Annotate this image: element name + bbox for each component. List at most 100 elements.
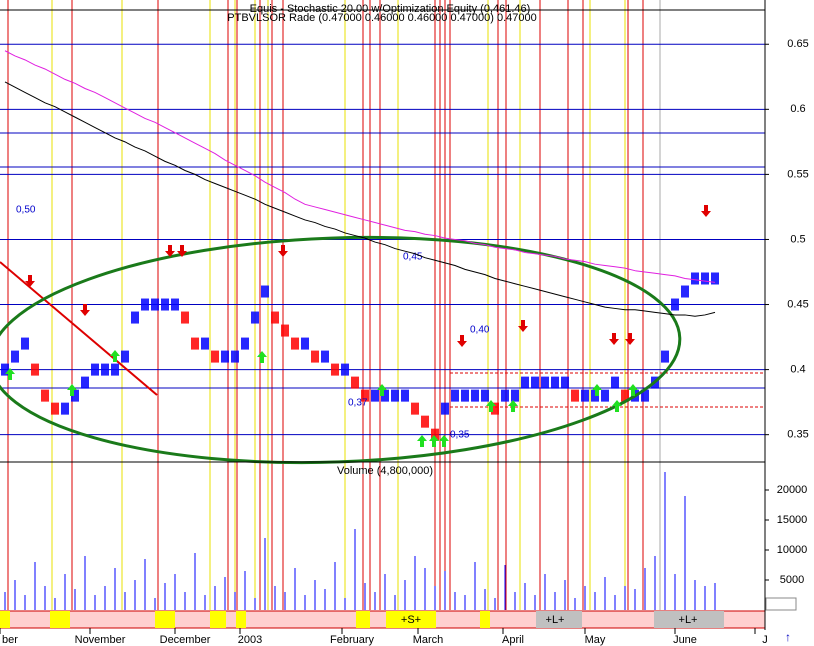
sell-arrow: [457, 335, 467, 347]
strip-cell: [356, 611, 370, 628]
x-tick-label: June: [673, 634, 697, 646]
sell-arrow: [25, 275, 35, 287]
y-tick-label: 20000: [777, 484, 808, 496]
price-bar: [201, 337, 209, 350]
price-bar: [291, 337, 299, 350]
price-bar: [371, 389, 379, 402]
strip-label: +L+: [679, 614, 698, 626]
price-bar: [281, 324, 289, 337]
level-label: 0,40: [470, 325, 490, 336]
price-bar: [491, 402, 499, 415]
price-bar: [401, 389, 409, 402]
y-tick-label: 0.45: [787, 298, 808, 310]
price-bar: [221, 350, 229, 363]
x-tick-label: November: [75, 634, 126, 646]
x-tick-label: J: [762, 634, 768, 646]
sell-arrow: [625, 333, 635, 345]
level-label: 0,50: [16, 205, 36, 216]
price-bar: [61, 402, 69, 415]
price-bar: [71, 389, 79, 402]
x-axis: ber November December 2003 February March Apri…: [0, 628, 768, 646]
price-bar: [601, 389, 609, 402]
signal-strip: +S+ +L+ +L+: [0, 610, 766, 629]
price-bar: [261, 285, 269, 298]
price-bar: [121, 350, 129, 363]
sell-arrow: [609, 333, 619, 345]
y-tick-label: 15000: [777, 514, 808, 526]
x-tick-label: May: [585, 634, 606, 646]
volume-bars: [4, 472, 716, 610]
price-bar: [251, 311, 259, 324]
price-bar: [131, 311, 139, 324]
buy-arrow: [612, 400, 622, 412]
price-bar: [231, 350, 239, 363]
price-bar: [161, 298, 169, 311]
price-bar: [241, 337, 249, 350]
level-label: 0,37: [348, 398, 368, 409]
price-bar: [321, 350, 329, 363]
buy-arrow: [257, 351, 267, 363]
x-tick-label: April: [502, 634, 524, 646]
volume-title: Volume (4,800,000): [337, 465, 433, 477]
chart-title: Equis - Stochastic 20.00 w/Optimization …: [250, 3, 531, 15]
x-tick-label: February: [330, 634, 375, 646]
buy-arrow: [439, 435, 449, 447]
price-bar: [361, 389, 369, 402]
strip-cell: [654, 611, 724, 628]
price-bar: [331, 363, 339, 376]
y-tick-label: 0.5: [790, 233, 805, 245]
price-bar: [701, 272, 709, 285]
price-bar: [171, 298, 179, 311]
buy-arrow: [67, 384, 77, 396]
price-bar: [511, 389, 519, 402]
price-bar: [541, 376, 549, 389]
y-tick-label: 0.6: [790, 103, 805, 115]
grid: [0, 43, 769, 436]
price-bar: [641, 389, 649, 402]
price-bar: [21, 337, 29, 350]
price-bar: [581, 389, 589, 402]
price-bar: [671, 298, 679, 311]
buy-arrow: [5, 368, 15, 380]
price-bar: [101, 363, 109, 376]
price-bars: [1, 272, 719, 441]
x-tick-label: ber: [2, 634, 18, 646]
strip-label: +L+: [546, 614, 565, 626]
strip-bg: [0, 610, 766, 629]
price-bar: [441, 402, 449, 415]
price-bar: [181, 311, 189, 324]
strip-cell: [0, 611, 10, 628]
price-bar: [411, 402, 419, 415]
price-bar: [301, 337, 309, 350]
y-tick-label: 10000: [777, 544, 808, 556]
price-bar: [311, 350, 319, 363]
moving-average: [4, 81, 716, 317]
scroll-arrow[interactable]: ↑: [785, 630, 791, 644]
price-bar: [381, 389, 389, 402]
price-bar: [51, 402, 59, 415]
strip-label: +S+: [401, 614, 421, 626]
moving-average: [4, 50, 716, 283]
price-bar: [451, 389, 459, 402]
buy-arrow: [377, 384, 387, 396]
chart-subtitle: PTBVLSOR Rade (0.47000 0.46000 0.46000 0…: [227, 12, 536, 24]
x-tick-label: 2003: [238, 634, 262, 646]
sell-arrow: [177, 245, 187, 257]
price-bar: [41, 389, 49, 402]
y-tick-label: 0.35: [787, 429, 808, 441]
strip-cell: [236, 611, 246, 628]
strip-cell: [155, 611, 175, 628]
price-bar: [81, 376, 89, 389]
buy-arrow: [592, 384, 602, 396]
price-bar: [351, 376, 359, 389]
buy-arrow: [417, 435, 427, 447]
buy-arrow: [429, 435, 439, 447]
price-bar: [691, 272, 699, 285]
level-label: 0,45: [403, 252, 423, 263]
price-bar: [661, 350, 669, 363]
buy-arrow: [110, 350, 120, 362]
trend-line: [0, 261, 158, 396]
price-bar: [31, 363, 39, 376]
price-bar: [571, 389, 579, 402]
